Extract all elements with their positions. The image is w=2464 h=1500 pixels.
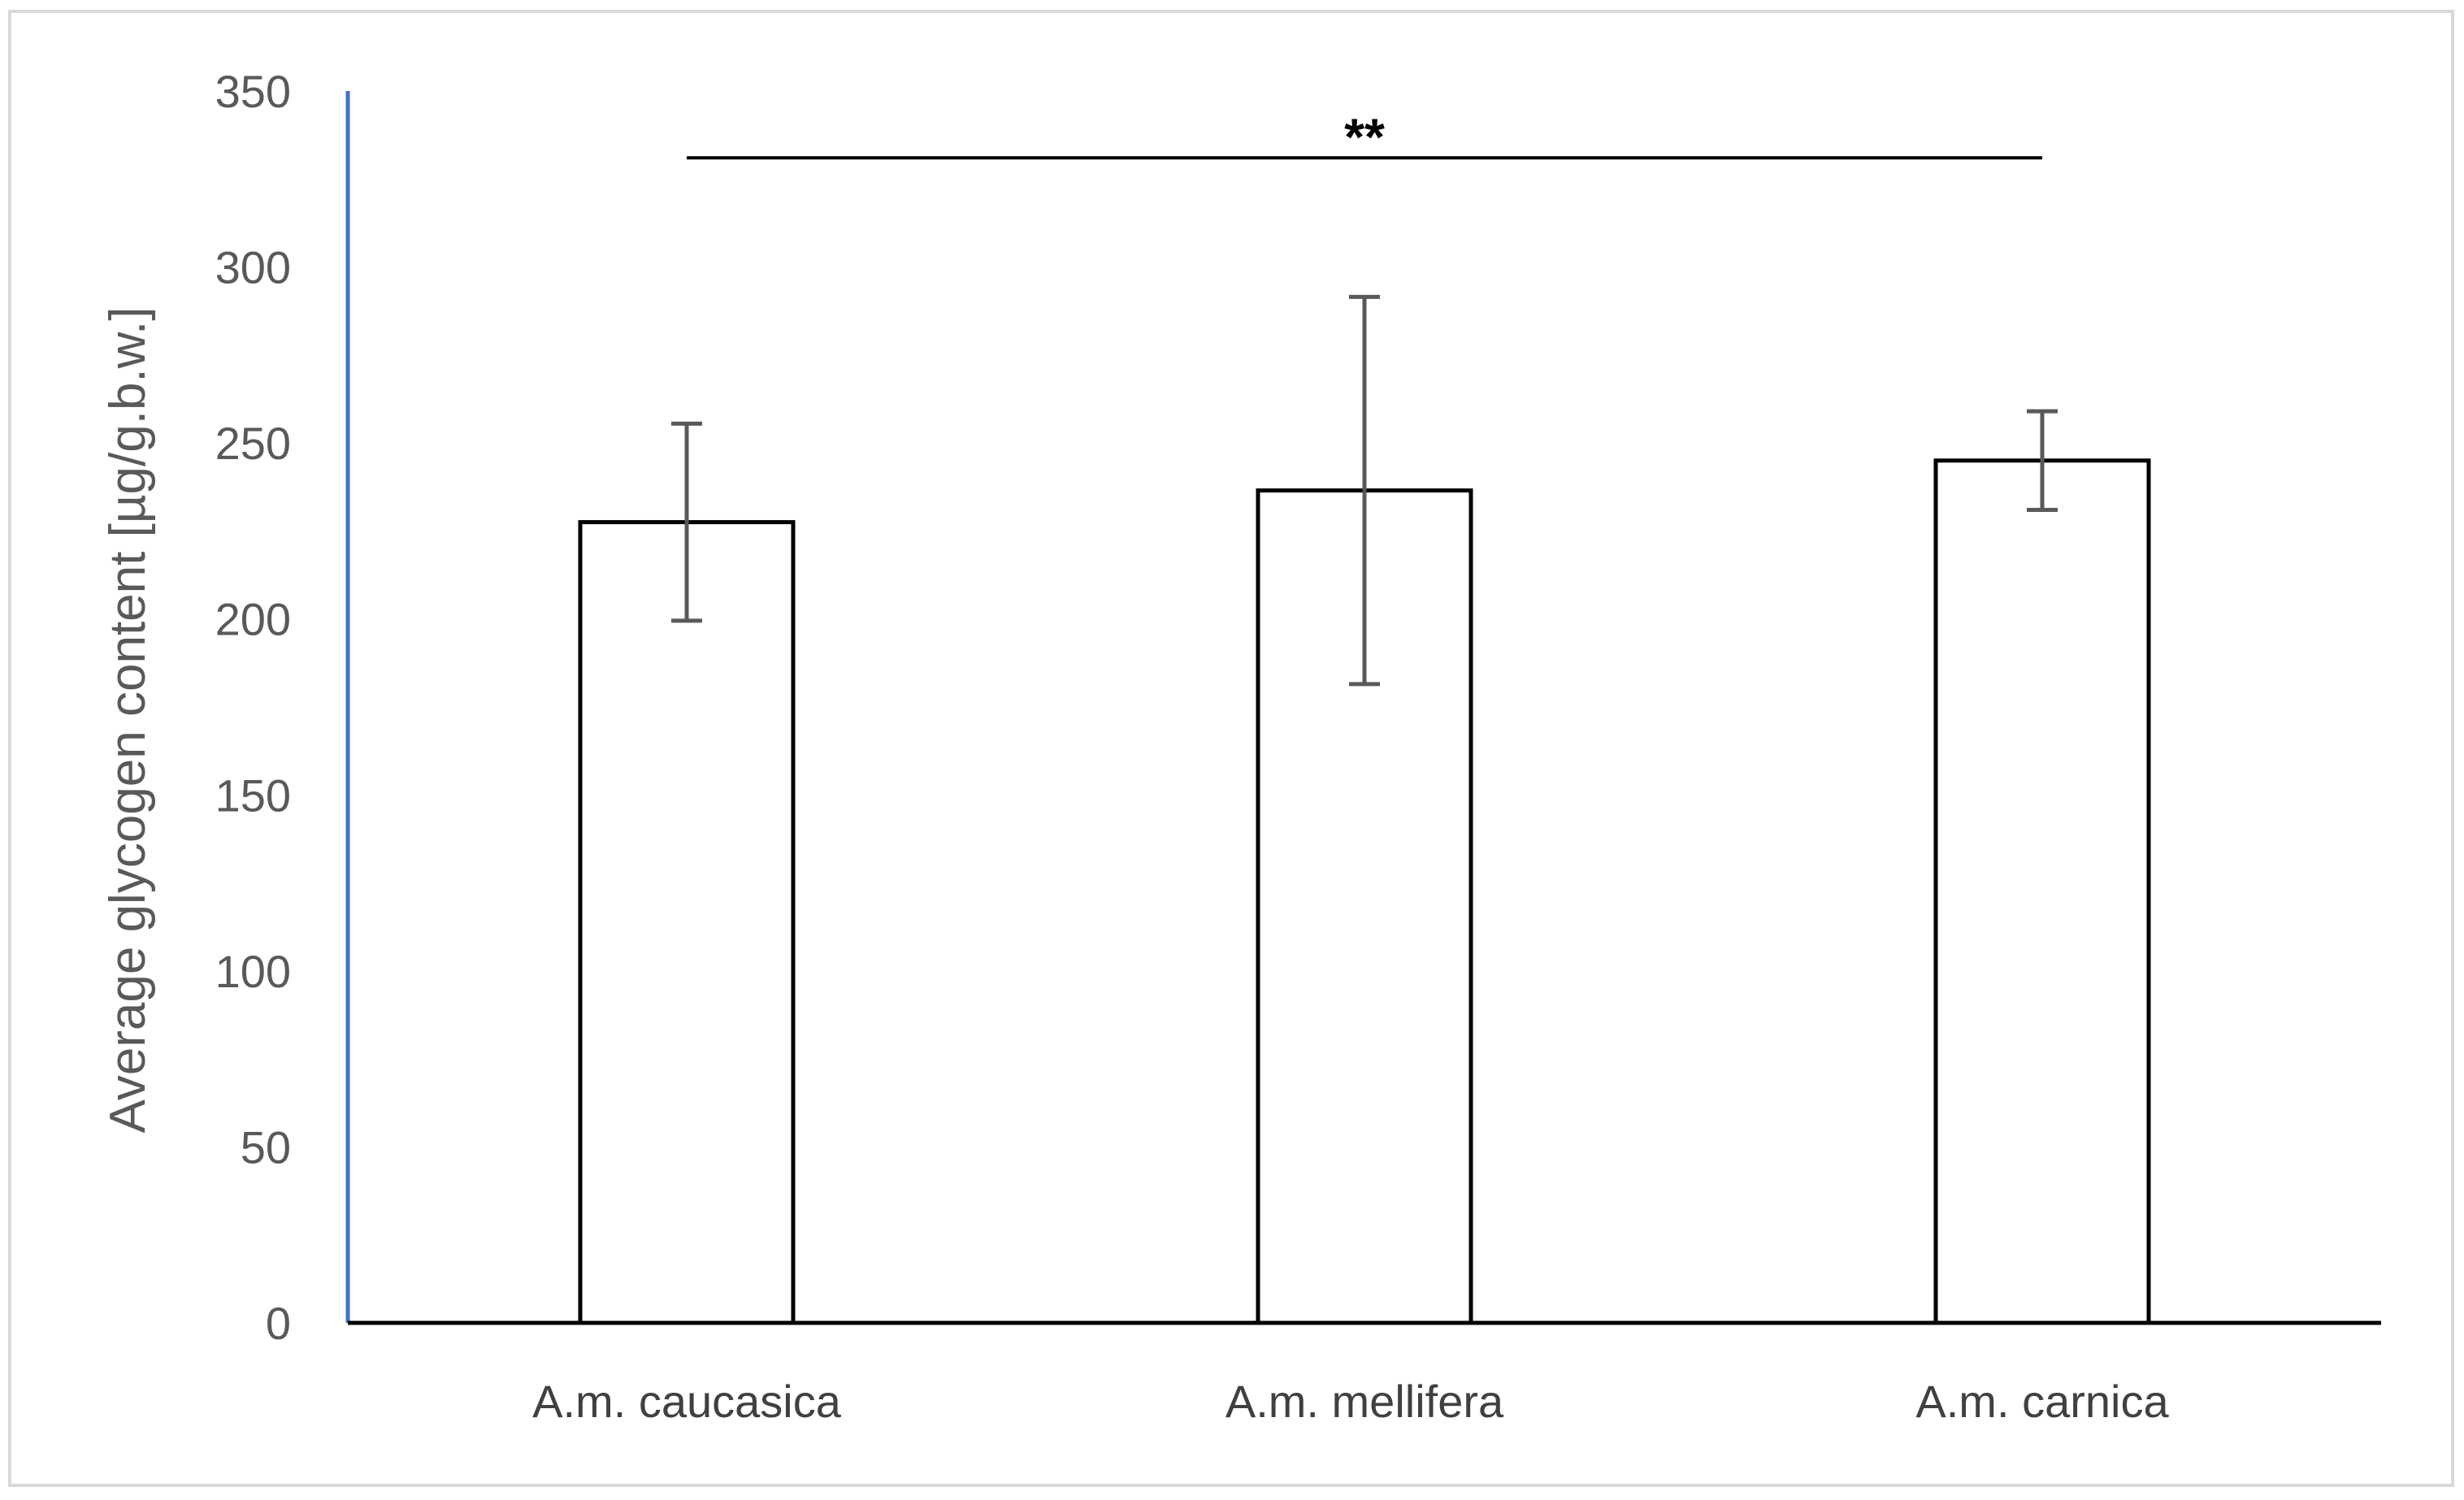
- bar: [578, 520, 796, 1325]
- y-tick-label: 100: [215, 946, 291, 997]
- y-tick-label: 200: [215, 594, 291, 645]
- x-category-label: A.m. caucasica: [532, 1376, 842, 1427]
- error-bar: [1349, 294, 1380, 687]
- error-bar: [671, 421, 702, 623]
- y-axis-title: Average glycogen content [µg/g.b.w.]: [100, 307, 156, 1134]
- bars: [578, 458, 2151, 1325]
- significance-annotation: **: [687, 107, 2042, 166]
- error-bars: [671, 294, 2058, 687]
- x-category-label: A.m. carnica: [1915, 1376, 2169, 1427]
- error-bar: [2027, 409, 2058, 512]
- y-tick-labels: 0 50 100 150 200 250 300 350: [215, 66, 291, 1349]
- y-tick-label: 350: [215, 66, 291, 117]
- y-tick-label: 0: [266, 1298, 291, 1349]
- bar: [1933, 458, 2151, 1325]
- category-labels: A.m. caucasica A.m. mellifera A.m. carnica: [532, 1376, 2169, 1427]
- x-category-label: A.m. mellifera: [1225, 1376, 1504, 1427]
- y-tick-label: 300: [215, 242, 291, 293]
- y-tick-label: 150: [215, 770, 291, 821]
- y-tick-label: 250: [215, 418, 291, 469]
- y-tick-label: 50: [241, 1121, 291, 1173]
- significance-label: **: [1344, 107, 1385, 166]
